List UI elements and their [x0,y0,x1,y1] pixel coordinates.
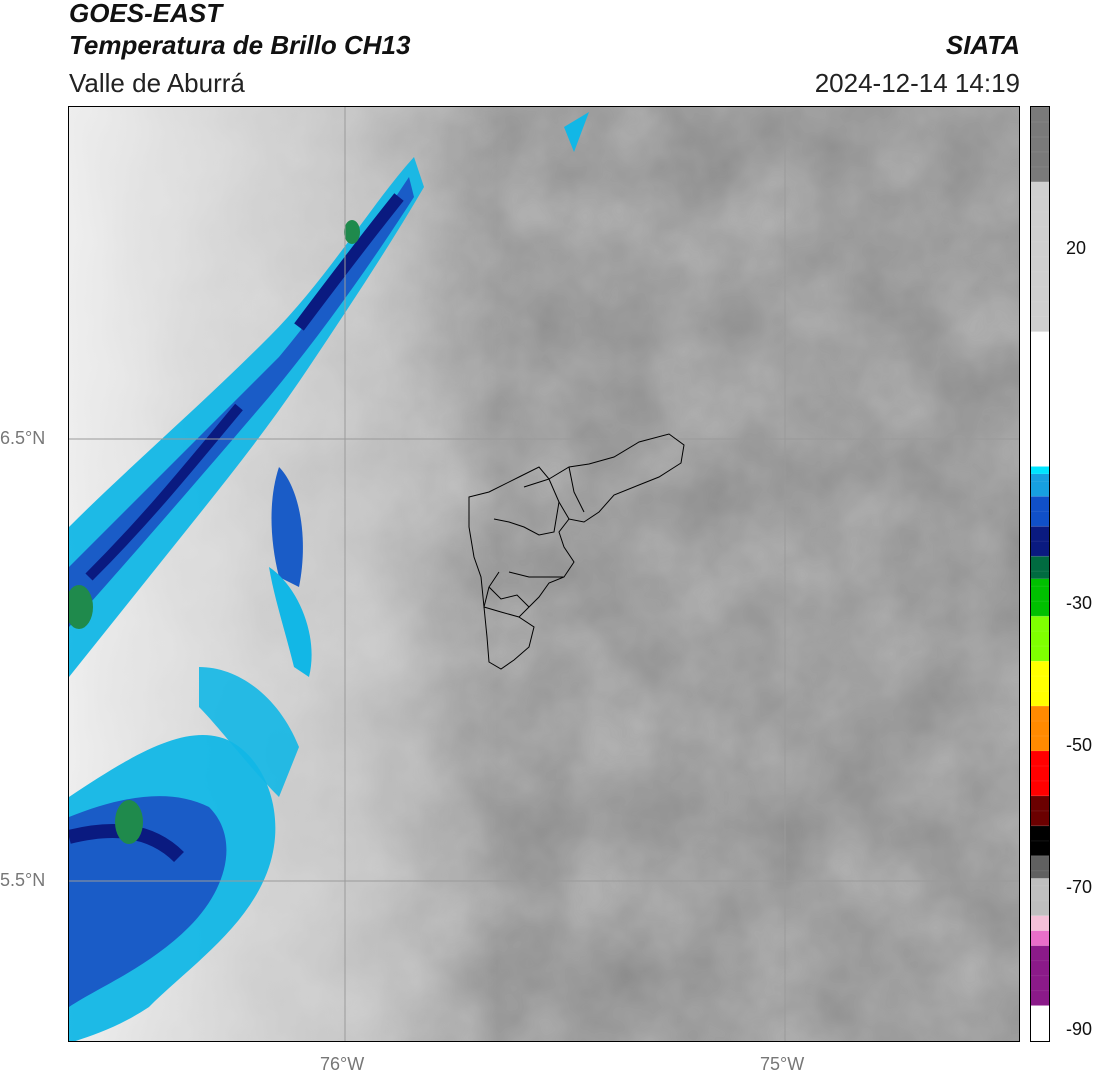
colorbar-tick-minus50: -50 [1066,735,1093,755]
colorbar-segment [1031,945,1049,1006]
colorbar-segment [1031,1005,1049,1041]
colorbar-segment [1031,750,1049,796]
colorbar-segment [1031,661,1049,707]
colorbar-tick-minus90: -90 [1066,1019,1093,1039]
colorbar-segment [1031,181,1049,332]
colorbar-segment [1031,107,1049,182]
product-title: Temperatura de Brillo CH13 [69,30,411,60]
brightness-temperature-field [69,107,1019,1041]
lon-label-76w: 76°W [320,1054,365,1074]
colorbar-tick-minus30: -30 [1066,593,1093,613]
colorbar-segment [1031,878,1049,916]
lon-label-75w: 75°W [760,1054,805,1074]
colorbar-segment [1031,466,1049,474]
colorbar-tick-minus70: -70 [1066,877,1093,897]
colorbar-segment [1031,855,1049,879]
lat-label-6-5n: 6.5°N [0,428,46,448]
colorbar-segment [1031,331,1049,467]
colorbar-segment [1031,556,1049,579]
valle-aburra-boundaries [468,433,685,670]
temperature-colorbar [1030,106,1050,1042]
satellite-title: GOES-EAST [69,0,223,28]
colorbar-segment [1031,915,1049,931]
colorbar-segment [1031,473,1049,497]
lat-label-5-5n: 5.5°N [0,870,46,890]
colorbar-segment [1031,616,1049,662]
colorbar-segment [1031,825,1049,856]
agency-label: SIATA [945,30,1020,60]
colorbar-tick-20: 20 [1066,238,1087,258]
colorbar-segment [1031,496,1049,527]
colorbar-segment [1031,795,1049,826]
colorbar-segment [1031,578,1049,617]
timestamp-label: 2024-12-14 14:19 [814,68,1020,98]
colorbar-segment [1031,706,1049,751]
region-label: Valle de Aburrá [69,68,245,98]
satellite-map[interactable] [68,106,1020,1042]
colorbar-segment [1031,930,1049,946]
colorbar-segment [1031,526,1049,557]
